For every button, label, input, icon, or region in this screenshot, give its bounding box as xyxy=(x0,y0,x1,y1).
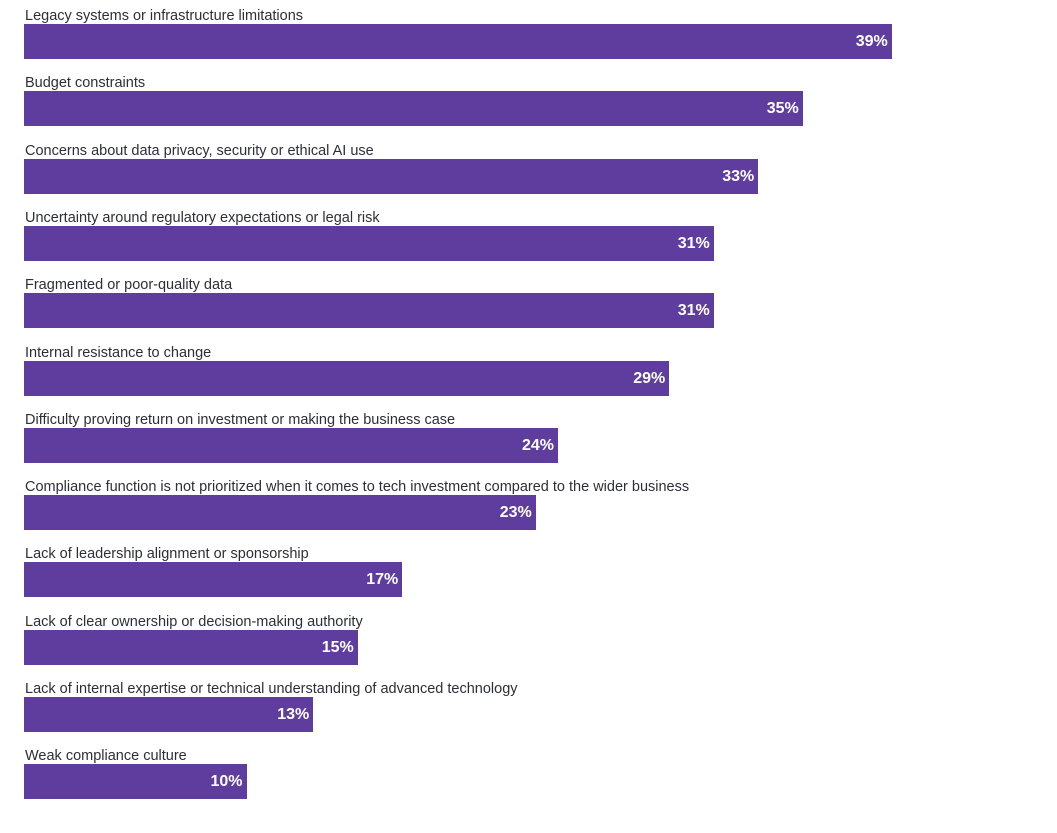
bar: 13% xyxy=(24,697,314,732)
bar: 24% xyxy=(24,427,558,463)
data-label: 31% xyxy=(677,234,710,252)
bar-row: Legacy systems or infrastructure limitat… xyxy=(24,7,1024,73)
category-label: Lack of internal expertise or technical … xyxy=(25,681,518,697)
category-label: Uncertainty around regulatory expectatio… xyxy=(25,209,380,226)
bar: 29% xyxy=(24,360,670,396)
bar-row: Compliance function is not prioritized w… xyxy=(24,478,1024,544)
bar-row: Internal resistance to change 29% xyxy=(24,344,1024,410)
bar-row: Lack of clear ownership or decision-maki… xyxy=(24,613,1024,679)
data-label: 17% xyxy=(366,571,399,589)
bar-row: Fragmented or poor-quality data 31% xyxy=(24,276,1024,342)
data-label: 35% xyxy=(766,100,799,118)
bar: 15% xyxy=(24,629,358,665)
bar-row: Lack of internal expertise or technical … xyxy=(24,680,1024,746)
data-label: 13% xyxy=(277,706,310,723)
bar: 33% xyxy=(24,158,759,194)
category-label: Weak compliance culture xyxy=(25,748,187,765)
category-label: Legacy systems or infrastructure limitat… xyxy=(25,8,304,24)
bar-row: Difficulty proving return on investment … xyxy=(24,411,1024,477)
bar: 23% xyxy=(24,495,536,531)
category-label: Internal resistance to change xyxy=(25,344,212,361)
bar-row: Budget constraints 35% xyxy=(24,74,1024,140)
data-label: 29% xyxy=(633,369,666,387)
bar: 39% xyxy=(24,24,892,59)
bar: 31% xyxy=(24,293,714,329)
bar: 35% xyxy=(24,91,803,127)
bar-row: Uncertainty around regulatory expectatio… xyxy=(24,209,1024,275)
data-label: 31% xyxy=(677,302,710,320)
bar-row: Concerns about data privacy, security or… xyxy=(24,142,1024,208)
bar: 17% xyxy=(24,562,403,598)
data-label: 33% xyxy=(722,167,755,185)
bar-row: Lack of leadership alignment or sponsors… xyxy=(24,545,1024,611)
bar: 10% xyxy=(24,764,247,800)
data-label: 24% xyxy=(521,436,554,454)
category-label: Lack of leadership alignment or sponsors… xyxy=(25,546,309,563)
category-label: Difficulty proving return on investment … xyxy=(25,411,456,428)
category-label: Fragmented or poor-quality data xyxy=(25,277,233,294)
data-label: 23% xyxy=(499,504,532,522)
category-label: Lack of clear ownership or decision-maki… xyxy=(25,613,363,630)
data-label: 15% xyxy=(321,638,354,656)
category-label: Compliance function is not prioritized w… xyxy=(25,479,690,496)
category-label: Concerns about data privacy, security or… xyxy=(25,142,374,159)
bar-row: Weak compliance culture 10% xyxy=(24,747,1024,813)
data-label: 10% xyxy=(210,773,243,791)
bar: 31% xyxy=(24,225,714,261)
data-label: 39% xyxy=(855,33,888,50)
category-label: Budget constraints xyxy=(25,75,146,92)
